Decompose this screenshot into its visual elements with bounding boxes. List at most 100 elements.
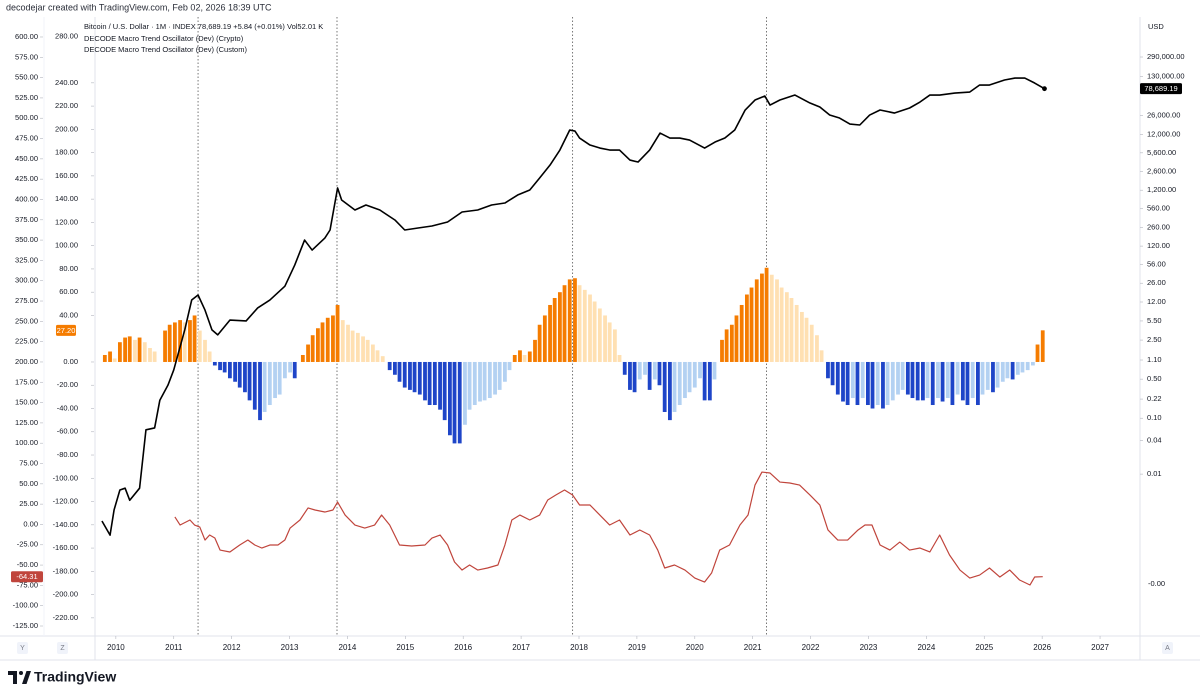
bar xyxy=(724,329,729,362)
y-tick-label: 0.00 xyxy=(23,519,38,528)
bar xyxy=(881,361,885,409)
bar xyxy=(652,361,657,380)
bar xyxy=(955,361,960,395)
x-tick-label: 2026 xyxy=(1033,643,1051,652)
bar xyxy=(760,273,764,362)
bar xyxy=(412,361,417,393)
bar xyxy=(804,317,809,362)
bar xyxy=(522,354,527,362)
bar xyxy=(482,361,487,401)
y-tick-label: 5.50 xyxy=(1147,316,1162,325)
y-tick-label: 225.00 xyxy=(15,337,38,346)
bar xyxy=(975,361,980,406)
y-tick-label: -100.00 xyxy=(13,601,38,610)
bar xyxy=(557,292,562,362)
bar xyxy=(720,339,724,362)
y-tick-label: 400.00 xyxy=(15,194,38,203)
bar xyxy=(163,330,167,362)
y-tick-label: 26.00 xyxy=(1147,278,1166,287)
legend-line: DECODE Macro Trend Oscillator (Dev) (Cry… xyxy=(84,34,244,43)
bar xyxy=(108,351,112,362)
bar xyxy=(325,317,330,362)
bar xyxy=(573,278,577,362)
bar xyxy=(865,361,870,406)
bar xyxy=(252,361,257,410)
x-tick-label: 2020 xyxy=(686,643,704,652)
bar xyxy=(397,361,402,382)
bar xyxy=(527,351,532,362)
bar xyxy=(247,361,252,401)
bar xyxy=(335,304,340,362)
corner-label[interactable]: Y xyxy=(20,645,25,652)
y-tick-label: 600.00 xyxy=(15,32,38,41)
y-tick-label: -160.00 xyxy=(53,543,78,552)
corner-label[interactable]: A xyxy=(1165,645,1170,652)
bar xyxy=(267,361,272,406)
bar xyxy=(637,361,642,380)
bar xyxy=(936,361,940,399)
y-tick-label: 40.00 xyxy=(59,310,78,319)
y-tick-label: 5,600.00 xyxy=(1147,148,1176,157)
y-tick-label: 0.50 xyxy=(1147,374,1162,383)
corner-label[interactable]: Z xyxy=(60,645,65,652)
y-tick-label: -60.00 xyxy=(57,427,78,436)
bar xyxy=(597,308,602,362)
bar xyxy=(438,361,442,410)
y-tick-label: 350.00 xyxy=(15,235,38,244)
credit: decodejar created with TradingView.com, … xyxy=(6,2,272,12)
bar xyxy=(392,361,397,375)
corner-box[interactable] xyxy=(57,642,68,654)
bar xyxy=(970,361,975,399)
bar xyxy=(320,322,325,362)
bar xyxy=(167,324,172,362)
bar xyxy=(533,339,537,362)
bar xyxy=(900,361,905,390)
bar xyxy=(643,361,647,375)
bar xyxy=(830,361,835,386)
legend-line: Bitcoin / U.S. Dollar · 1M · INDEX 78,68… xyxy=(84,22,323,31)
bar xyxy=(712,361,717,380)
y-tick-label: -200.00 xyxy=(53,590,78,599)
axis-unit: USD xyxy=(1148,22,1164,31)
bar xyxy=(702,361,707,401)
bar xyxy=(423,361,427,401)
bar xyxy=(137,337,142,362)
bar xyxy=(754,279,759,362)
y-tick-label: 12.00 xyxy=(1147,297,1166,306)
bar xyxy=(472,361,477,406)
y-tick-label: -25.00 xyxy=(17,540,38,549)
last-value-badge xyxy=(1140,83,1182,95)
bar xyxy=(612,329,617,362)
bar xyxy=(860,361,865,399)
y-tick-label: 160.00 xyxy=(55,171,78,180)
y-tick-label: -75.00 xyxy=(17,580,38,589)
bar xyxy=(417,361,422,395)
bar xyxy=(815,335,819,362)
corner-box[interactable] xyxy=(1162,642,1173,654)
brand-logo xyxy=(8,671,31,684)
bar xyxy=(632,361,637,393)
bar xyxy=(890,361,895,401)
bar xyxy=(518,350,522,362)
bar xyxy=(940,361,945,402)
y-tick-label: 26,000.00 xyxy=(1147,111,1180,120)
y-tick-label: 25.00 xyxy=(19,499,38,508)
y-tick-label: 260.00 xyxy=(1147,222,1170,231)
bar xyxy=(315,328,320,362)
bar xyxy=(980,361,985,395)
x-tick-label: 2014 xyxy=(339,643,357,652)
bar xyxy=(739,304,744,362)
bar xyxy=(562,285,567,362)
y-tick-label: 120.00 xyxy=(1147,241,1170,250)
bar xyxy=(502,361,507,382)
corner-box[interactable] xyxy=(17,642,28,654)
bar xyxy=(197,330,202,362)
x-tick-label: 2018 xyxy=(570,643,588,652)
x-tick-label: 2012 xyxy=(223,643,241,652)
y-tick-label: -120.00 xyxy=(53,497,78,506)
bar xyxy=(779,287,784,362)
bar xyxy=(288,361,293,373)
x-tick-label: 2010 xyxy=(107,643,125,652)
bar xyxy=(112,358,117,362)
bar xyxy=(262,361,267,412)
